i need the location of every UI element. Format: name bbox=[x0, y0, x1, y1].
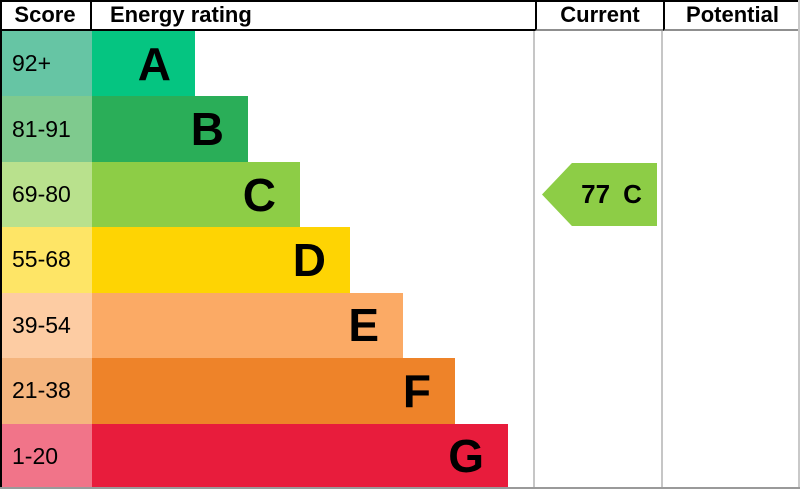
band-score-e: 39-54 bbox=[0, 292, 92, 359]
current-rating-marker: 77 C bbox=[542, 163, 657, 226]
current-column-divider bbox=[533, 31, 535, 489]
band-bar-a: A bbox=[92, 31, 195, 97]
band-row-c: 69-80 C bbox=[0, 161, 535, 228]
header-row: Score Energy rating Current Potential bbox=[0, 0, 800, 31]
band-grade-letter-e: E bbox=[348, 299, 379, 352]
band-row-g: 1-20 G bbox=[0, 423, 535, 489]
band-bar-g: G bbox=[92, 423, 508, 489]
band-row-b: 81-91 B bbox=[0, 96, 535, 162]
band-score-g: 1-20 bbox=[0, 423, 92, 489]
band-row-e: 39-54 E bbox=[0, 292, 535, 359]
band-grade-letter-g: G bbox=[448, 430, 484, 483]
header-score: Score bbox=[0, 0, 92, 31]
current-rating-value: 77 bbox=[581, 179, 611, 209]
band-row-a: 92+ A bbox=[0, 31, 535, 97]
potential-column-divider bbox=[661, 31, 663, 489]
current-rating-grade: C bbox=[623, 179, 642, 209]
band-bar-f: F bbox=[92, 358, 455, 424]
band-score-a: 92+ bbox=[0, 31, 92, 97]
band-row-d: 55-68 D bbox=[0, 227, 535, 293]
band-bar-c: C bbox=[92, 161, 300, 228]
header-energy-rating: Energy rating bbox=[92, 0, 535, 31]
band-bar-e: E bbox=[92, 292, 403, 359]
chart-top-border bbox=[0, 0, 800, 2]
band-grade-letter-a: A bbox=[137, 37, 171, 90]
band-score-c: 69-80 bbox=[0, 161, 92, 228]
band-bar-b: B bbox=[92, 96, 248, 162]
band-bar-d: D bbox=[92, 227, 350, 293]
band-score-b: 81-91 bbox=[0, 96, 92, 162]
header-potential: Potential bbox=[663, 0, 800, 31]
header-current: Current bbox=[535, 0, 663, 31]
band-grade-letter-b: B bbox=[190, 103, 224, 156]
band-grade-letter-f: F bbox=[402, 364, 431, 417]
chart-bottom-border bbox=[0, 487, 800, 489]
rating-bands: 92+ A 81-91 B 69-80 C 55-68 D 39-54 E 21-38 F 1-20 G bbox=[0, 31, 535, 489]
band-score-d: 55-68 bbox=[0, 227, 92, 293]
band-row-f: 21-38 F bbox=[0, 358, 535, 424]
band-grade-letter-d: D bbox=[292, 233, 326, 286]
chart-left-border bbox=[0, 0, 2, 489]
chart-right-border bbox=[798, 0, 800, 489]
band-grade-letter-c: C bbox=[242, 168, 276, 221]
band-score-f: 21-38 bbox=[0, 358, 92, 424]
